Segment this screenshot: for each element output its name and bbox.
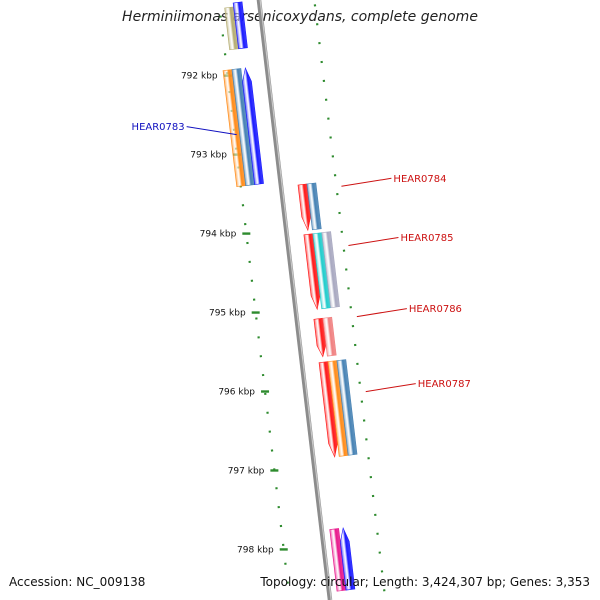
gene-feature-blue-arrow-hear0783[interactable] <box>241 66 264 185</box>
tick-label: 798 kbp <box>237 545 274 555</box>
tick-label: 792 kbp <box>181 72 218 82</box>
gene-feature-steelblue-bar-hear0784[interactable] <box>306 182 322 231</box>
gene-label-hear0785[interactable]: HEAR0785 <box>400 233 453 244</box>
gene-label-hear0786[interactable]: HEAR0786 <box>409 304 462 315</box>
gene-leader-line <box>365 383 416 393</box>
gene-feature-pink-bar-hear0786[interactable] <box>322 316 337 357</box>
tick-label: 797 kbp <box>228 466 265 476</box>
gene-feature-blue-arrow-top[interactable] <box>232 1 248 50</box>
gene-feature-red-arrow-hear0784[interactable] <box>297 183 312 232</box>
gene-feature-gray-bar-hear0785[interactable] <box>321 231 340 309</box>
gene-feature-blue-arrow-bottom[interactable] <box>339 527 356 591</box>
backbone-highlight <box>259 0 332 600</box>
gene-feature-red-arrow-hear0786[interactable] <box>313 317 327 358</box>
gene-leader-line <box>341 177 392 187</box>
gene-leader-line <box>356 308 407 318</box>
accession-label: Accession: NC_009138 <box>9 575 146 589</box>
genome-summary: Topology: circular; Length: 3,424,307 bp… <box>260 575 590 589</box>
tick-label: 795 kbp <box>209 309 246 319</box>
gene-leader-line <box>348 237 399 247</box>
genome-title: Herminiimonas arsenicoxydans, complete g… <box>122 9 478 25</box>
gene-feature-red-arrow-hear0787[interactable] <box>318 361 339 458</box>
tick-label: 794 kbp <box>200 230 237 240</box>
genome-backbone <box>256 0 333 600</box>
gene-feature-red-arrow-hear0785[interactable] <box>303 233 322 311</box>
gene-label-hear0787[interactable]: HEAR0787 <box>418 379 471 390</box>
gene-label-hear0783[interactable]: HEAR0783 <box>132 122 185 133</box>
gene-label-hear0784[interactable]: HEAR0784 <box>393 174 446 185</box>
gene-feature-steelblue-bar-hear0787[interactable] <box>336 359 358 456</box>
tick-label: 793 kbp <box>190 151 227 161</box>
gene-leader-line <box>186 126 237 136</box>
tick-label: 796 kbp <box>218 388 255 398</box>
